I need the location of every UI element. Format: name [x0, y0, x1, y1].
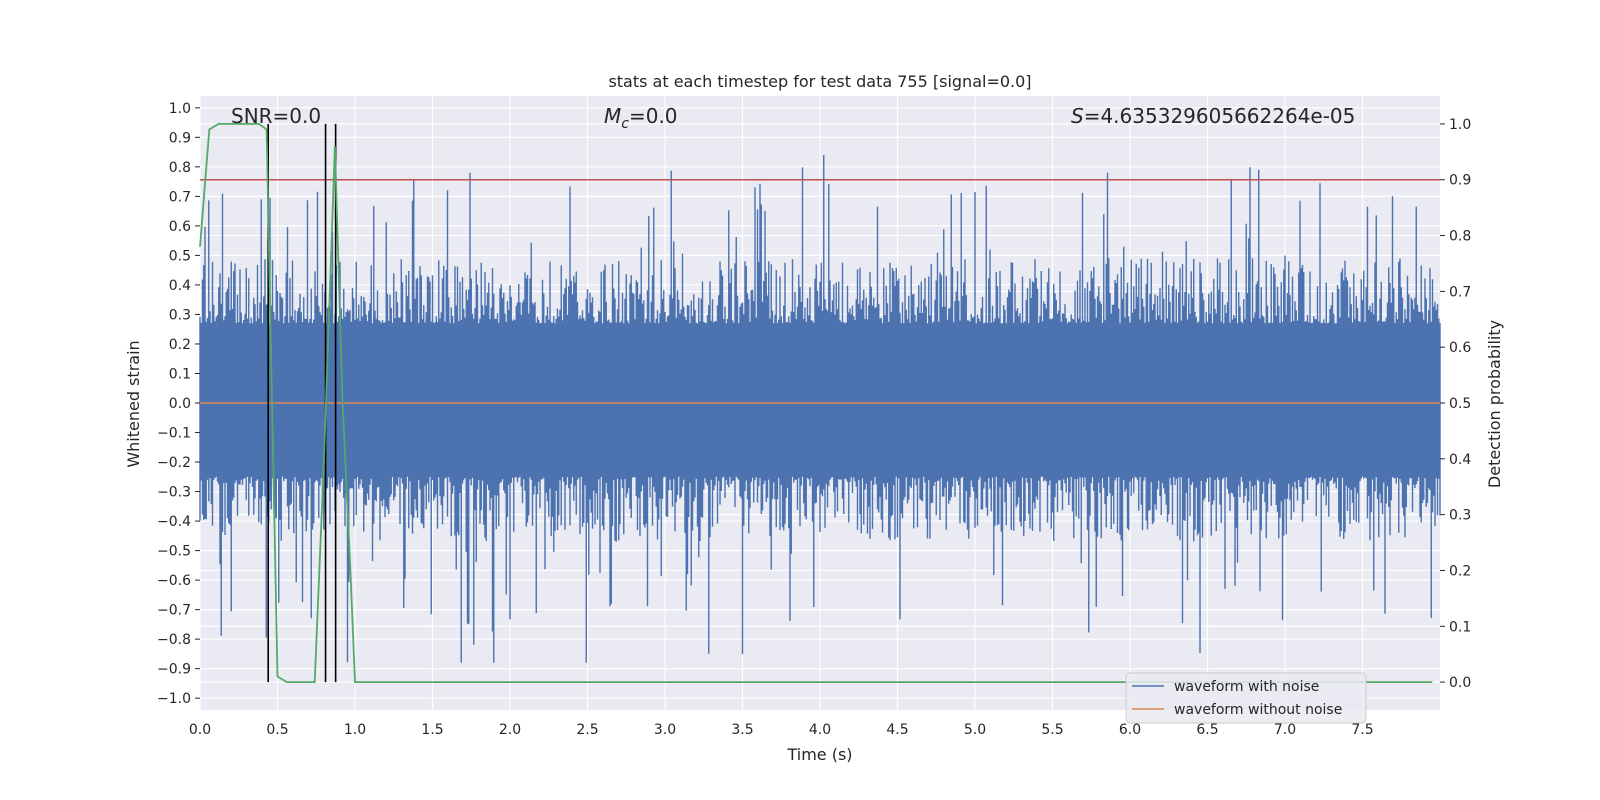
y-tick-label: −1.0	[157, 691, 191, 707]
y2-tick-label: 0.1	[1449, 619, 1471, 635]
s-value: =4.635329605662264e-05	[1084, 104, 1356, 128]
mc-subscript: c	[621, 116, 629, 132]
x-tick-label: 4.0	[809, 722, 831, 738]
chirp-mass-annotation: Mc=0.0	[604, 104, 678, 132]
y-tick-label: 0.3	[169, 307, 191, 323]
y-tick-label: −0.8	[157, 632, 191, 648]
y-tick-label: −0.7	[157, 603, 191, 619]
series-detection-probability	[199, 123, 1433, 683]
y-tick-label: −0.3	[157, 485, 191, 501]
x-tick-label: 4.5	[886, 722, 908, 738]
x-tick-label: 2.0	[499, 722, 521, 738]
mc-value: =0.0	[629, 104, 678, 128]
y-tick-label: 0.2	[169, 337, 191, 353]
y-tick-label: 0.5	[169, 248, 191, 264]
y2-axis-ticks: 1.0 0.9 0.8 0.7 0.6 0.5 0.4 0.3 0.2 0.1 0.0	[1440, 117, 1471, 691]
y2-axis-label: Detection probability	[1485, 320, 1504, 488]
s-annotation: S=4.635329605662264e-05	[1071, 104, 1355, 128]
y-tick-label: 0.4	[169, 278, 191, 294]
s-symbol: S	[1071, 104, 1084, 128]
x-axis-ticks: 0.0 0.5 1.0 1.5 2.0 2.5 3.0 3.5 4.0 4.5 5.0 5.5 6.0 6…	[189, 722, 1374, 738]
y-tick-label: −0.5	[157, 544, 191, 560]
legend: waveform with noise waveform without noi…	[1125, 672, 1367, 724]
legend-box	[1125, 672, 1367, 724]
y-tick-label: −0.9	[157, 662, 191, 678]
y2-tick-label: 0.2	[1449, 563, 1471, 579]
y-tick-label: 0.8	[169, 160, 191, 176]
x-tick-label: 6.0	[1119, 722, 1141, 738]
mc-symbol: M	[604, 104, 621, 128]
y-tick-label: 1.0	[169, 101, 191, 117]
y-axis-label: Whitened strain	[124, 340, 143, 467]
y-tick-label: −0.6	[157, 573, 191, 589]
x-tick-label: 3.5	[731, 722, 753, 738]
y2-tick-label: 1.0	[1449, 117, 1471, 133]
x-tick-label: 2.5	[576, 722, 598, 738]
legend-label-waveform-with-noise: waveform with noise	[1174, 679, 1319, 695]
x-tick-label: 5.5	[1041, 722, 1063, 738]
x-tick-label: 1.5	[421, 722, 443, 738]
y-tick-label: 0.7	[169, 189, 191, 205]
y-tick-label: 0.0	[169, 396, 191, 412]
y2-tick-label: 0.7	[1449, 284, 1471, 300]
y2-tick-label: 0.6	[1449, 340, 1471, 356]
chart-title: stats at each timestep for test data 755…	[608, 72, 1031, 91]
y2-tick-label: 0.3	[1449, 508, 1471, 524]
x-tick-label: 3.0	[654, 722, 676, 738]
y-tick-label: −0.4	[157, 514, 191, 530]
x-axis-label: Time (s)	[786, 745, 852, 764]
x-tick-label: 1.0	[344, 722, 366, 738]
y-tick-label: 0.6	[169, 219, 191, 235]
y-tick-label: 0.1	[169, 366, 191, 382]
legend-label-waveform-without-noise: waveform without noise	[1174, 702, 1342, 718]
x-tick-label: 6.5	[1196, 722, 1218, 738]
y-axis-ticks: 1.0 0.9 0.8 0.7 0.6 0.5 0.4 0.3 0.2 0.1 0.0 −0.1 −0.…	[157, 101, 200, 707]
noise-trace	[199, 155, 1441, 663]
y2-tick-label: 0.9	[1449, 173, 1471, 189]
snr-annotation: SNR=0.0	[231, 104, 321, 128]
x-tick-label: 0.0	[189, 722, 211, 738]
x-tick-label: 5.0	[964, 722, 986, 738]
y2-tick-label: 0.8	[1449, 229, 1471, 245]
x-tick-label: 7.0	[1274, 722, 1296, 738]
y-tick-label: 0.9	[169, 130, 191, 146]
series-waveform-with-noise	[199, 155, 1441, 663]
y2-tick-label: 0.4	[1449, 452, 1471, 468]
y2-tick-label: 0.0	[1449, 675, 1471, 691]
x-tick-label: 7.5	[1351, 722, 1373, 738]
y-tick-label: −0.2	[157, 455, 191, 471]
y2-tick-label: 0.5	[1449, 396, 1471, 412]
y-tick-label: −0.1	[157, 426, 191, 442]
x-tick-label: 0.5	[266, 722, 288, 738]
